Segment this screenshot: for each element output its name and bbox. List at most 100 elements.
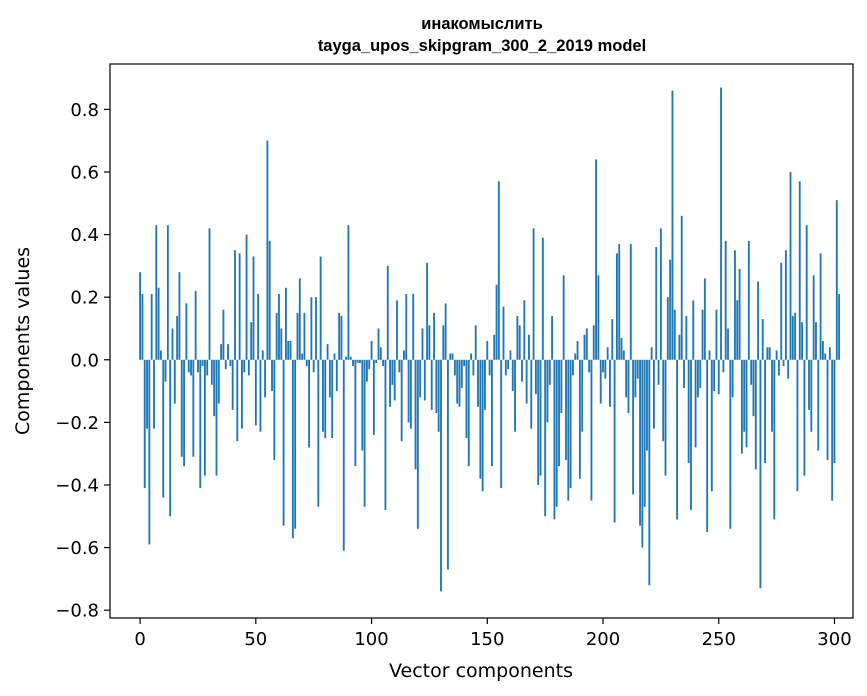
bar: [416, 359, 419, 529]
bar: [287, 341, 290, 360]
bar: [229, 359, 232, 367]
bar: [305, 359, 308, 367]
bar: [734, 250, 736, 360]
y-axis-ticks: −0.8 −0.6 −0.4 −0.2 0.0 0.2 0.4 0.6 0.8: [55, 100, 110, 622]
bar: [465, 359, 468, 439]
bar: [463, 359, 466, 367]
bar: [479, 359, 482, 479]
bar: [370, 341, 373, 360]
bar: [284, 287, 287, 360]
bar: [782, 359, 785, 367]
bar: [643, 359, 646, 507]
bar: [493, 334, 496, 360]
x-axis-label: Vector components: [389, 660, 573, 682]
bar: [356, 359, 359, 363]
x-tick-label: 150: [470, 629, 504, 650]
bar: [453, 359, 456, 376]
x-tick-label: 250: [702, 629, 736, 650]
bar: [673, 309, 676, 360]
bar: [831, 359, 834, 501]
bar: [659, 228, 662, 360]
bar: [407, 359, 410, 423]
bar: [442, 325, 445, 360]
bar: [495, 284, 498, 360]
bar: [826, 359, 829, 460]
bar: [574, 353, 577, 360]
bar: [472, 359, 475, 376]
bar: [372, 359, 375, 435]
bar: [595, 159, 597, 360]
bar: [423, 359, 426, 401]
bar: [824, 353, 827, 360]
bar: [359, 359, 361, 363]
bar: [185, 303, 188, 360]
bar: [604, 359, 607, 379]
bar: [460, 359, 463, 388]
bar: [396, 300, 398, 360]
bar: [523, 300, 526, 360]
bar: [312, 359, 315, 373]
y-tick-label: −0.8: [55, 601, 99, 622]
bar: [440, 359, 442, 592]
bar: [361, 359, 364, 451]
bar: [275, 312, 278, 360]
bar: [615, 253, 618, 360]
bar: [636, 359, 639, 379]
bar: [828, 347, 831, 360]
bar: [627, 359, 630, 413]
bar: [683, 359, 685, 388]
bar: [187, 359, 190, 373]
bar: [201, 359, 204, 367]
bar: [324, 359, 327, 439]
bar: [379, 347, 382, 360]
bar: [676, 359, 679, 520]
bar: [534, 359, 537, 395]
bar: [342, 359, 345, 551]
bar: [148, 359, 151, 545]
bar: [768, 347, 771, 360]
bar: [671, 90, 674, 360]
bar: [474, 325, 477, 360]
bar: [347, 225, 350, 360]
bar: [819, 253, 822, 360]
bar: [537, 359, 540, 485]
bar: [560, 359, 563, 413]
y-axis-label: Components values: [12, 247, 34, 435]
bar: [817, 359, 820, 451]
bar: [139, 272, 142, 360]
bar: [835, 200, 838, 360]
bar: [567, 359, 570, 501]
bar: [264, 359, 267, 398]
bar: [736, 300, 739, 360]
bar: [558, 359, 560, 467]
bar: [224, 359, 227, 370]
bar: [613, 359, 616, 523]
bar: [484, 359, 486, 410]
bar: [590, 359, 593, 501]
bar: [444, 303, 447, 360]
bar: [597, 275, 600, 360]
bar: [692, 300, 695, 360]
bar: [780, 262, 783, 360]
bar: [488, 359, 491, 376]
x-axis-ticks: 0 50 100 150 200 250 300: [134, 618, 852, 650]
bar: [146, 359, 148, 429]
bar: [326, 344, 329, 360]
y-tick-label: 0.4: [70, 225, 99, 246]
bar: [433, 312, 435, 360]
bar: [368, 359, 371, 370]
bar: [166, 225, 169, 360]
bar: [375, 359, 378, 363]
bar: [565, 359, 567, 460]
bar: [511, 359, 514, 392]
bar: [282, 359, 285, 526]
bar: [150, 294, 153, 360]
bar: [245, 234, 248, 360]
chart-title: инакомыслить: [421, 15, 543, 33]
bar: [409, 359, 412, 429]
bar: [477, 359, 479, 407]
bar: [333, 353, 336, 360]
bar: [609, 359, 611, 407]
bar: [303, 312, 306, 360]
